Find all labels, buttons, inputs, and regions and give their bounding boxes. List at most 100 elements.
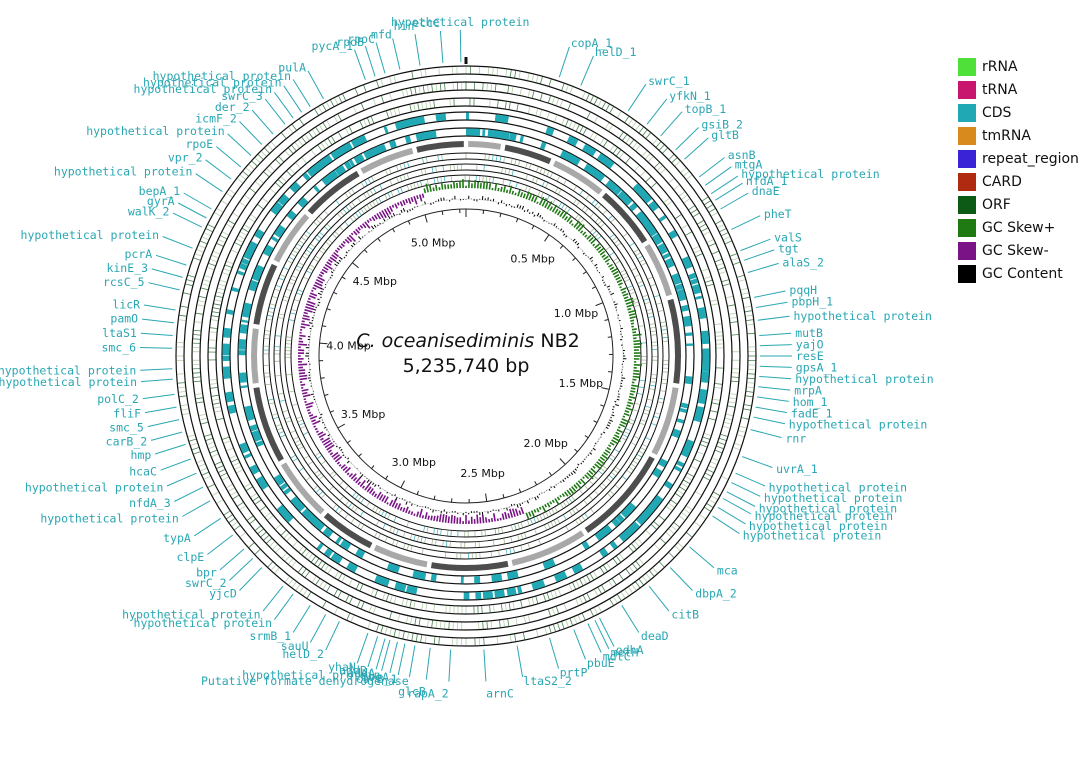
gene-label: vpr_2: [168, 150, 203, 164]
scale-tick: [342, 277, 345, 279]
gene-annotation: pheT: [731, 207, 791, 230]
gene-annotation: smc_5: [109, 420, 179, 435]
gene-label: topB_1: [685, 102, 727, 116]
scale-tick: [560, 459, 565, 465]
scale-tick: [519, 489, 521, 493]
scale-tick-label: 2.5 Mbp: [460, 467, 504, 480]
scale-tick-label: 4.5 Mbp: [353, 275, 397, 288]
leader-line: [151, 432, 182, 440]
scale-tick: [535, 481, 537, 485]
gene-label: hypothetical protein: [54, 165, 192, 179]
gene-label: hypothetical protein: [25, 481, 163, 495]
leader-line: [196, 174, 223, 192]
leader-line: [143, 394, 175, 398]
legend-item: GC Skew+: [958, 216, 1082, 239]
gene-annotation: hypothetical protein: [25, 473, 196, 494]
scale-tick: [327, 309, 331, 310]
scale-tick: [359, 454, 362, 457]
gene-annotation: licR: [112, 297, 175, 311]
leader-line: [756, 302, 788, 307]
gene-label: eccC: [412, 16, 440, 30]
leader-line: [440, 31, 443, 63]
scale-tick: [321, 378, 325, 379]
gene-label: pheT: [764, 207, 792, 221]
leader-line: [757, 397, 789, 402]
legend-item: CARD: [958, 170, 1082, 193]
scale-tick: [483, 210, 484, 214]
leader-line: [759, 333, 791, 335]
gene-label: yjcD: [209, 586, 237, 600]
leader-line: [741, 239, 771, 250]
leader-line: [426, 648, 430, 680]
legend-swatch: [958, 219, 976, 237]
leader-line: [357, 633, 368, 663]
leader-line: [748, 263, 779, 272]
legend-item: ORF: [958, 193, 1082, 216]
legend-item: tRNA: [958, 78, 1082, 101]
gene-label: hin: [394, 19, 415, 33]
leader-line: [398, 644, 405, 675]
leader-line: [148, 420, 179, 427]
gene-label: pamO: [110, 312, 138, 326]
legend-item: CDS: [958, 101, 1082, 124]
legend-label: CDS: [982, 105, 1011, 121]
leader-line: [721, 193, 749, 209]
leader-line: [161, 459, 191, 470]
legend-label: GC Content: [982, 266, 1063, 282]
gene-annotation: mutB: [759, 326, 823, 340]
leader-line: [140, 369, 172, 370]
scale-tick: [417, 491, 418, 495]
gene-label: typA: [163, 531, 191, 545]
organism-name: C. oceanisediminis: [356, 330, 534, 352]
gene-label: hypothetical protein: [21, 228, 159, 242]
leader-line: [293, 605, 310, 632]
scale-tick: [596, 303, 603, 306]
gene-label: clpE: [176, 550, 204, 564]
scale-tick: [372, 466, 375, 469]
leader-line: [310, 614, 325, 642]
gene-annotation: pqqH: [754, 283, 817, 297]
gene-label: rapA_2: [407, 687, 449, 701]
leader-line: [220, 549, 244, 570]
gene-label: pycA_1: [312, 39, 354, 53]
leader-line: [731, 216, 760, 230]
gene-label: hypothetical protein: [794, 309, 932, 323]
gene-label: hmp: [131, 448, 152, 462]
leader-line: [141, 333, 173, 335]
gene-annotation: hypothetical protein: [40, 501, 210, 526]
scale-tick: [434, 496, 435, 500]
gene-label: smc_5: [109, 420, 144, 434]
leader-line: [574, 630, 586, 660]
legend-item: repeat_region: [958, 147, 1082, 170]
gene-label: hypothetical protein: [769, 481, 907, 495]
gene-annotation: hypothetical protein: [736, 473, 907, 494]
gene-annotation: deaD: [622, 605, 669, 643]
gene-label: asnB: [728, 148, 756, 162]
leader-line: [174, 487, 203, 501]
legend-swatch: [958, 58, 976, 76]
leader-line: [144, 305, 176, 310]
leader-line: [355, 50, 366, 80]
genome-size: 5,235,740 bp: [403, 355, 530, 377]
leader-line: [141, 379, 173, 382]
leader-line: [206, 160, 232, 179]
gene-annotation: uvrA_1: [742, 457, 817, 476]
gene-annotation: walK_2: [128, 204, 202, 227]
leader-line: [595, 620, 609, 649]
leader-line: [484, 650, 486, 682]
gene-label: kinE_3: [106, 261, 148, 275]
leader-line: [718, 507, 745, 524]
scale-tick: [573, 258, 576, 261]
scale-tick: [334, 292, 338, 294]
gene-label: walK_2: [128, 204, 170, 218]
scale-tick: [393, 229, 395, 233]
leader-line: [142, 319, 174, 323]
gene-annotation: pamO: [110, 312, 174, 326]
gene-label: gsiB_2: [701, 118, 743, 132]
gene-label: yfkN_1: [669, 89, 711, 103]
scale-tick-label: 3.0 Mbp: [392, 456, 436, 469]
leader-line: [550, 638, 559, 669]
scale-tick: [549, 472, 551, 475]
scale-tick: [408, 221, 410, 225]
scale-tick: [322, 326, 326, 327]
